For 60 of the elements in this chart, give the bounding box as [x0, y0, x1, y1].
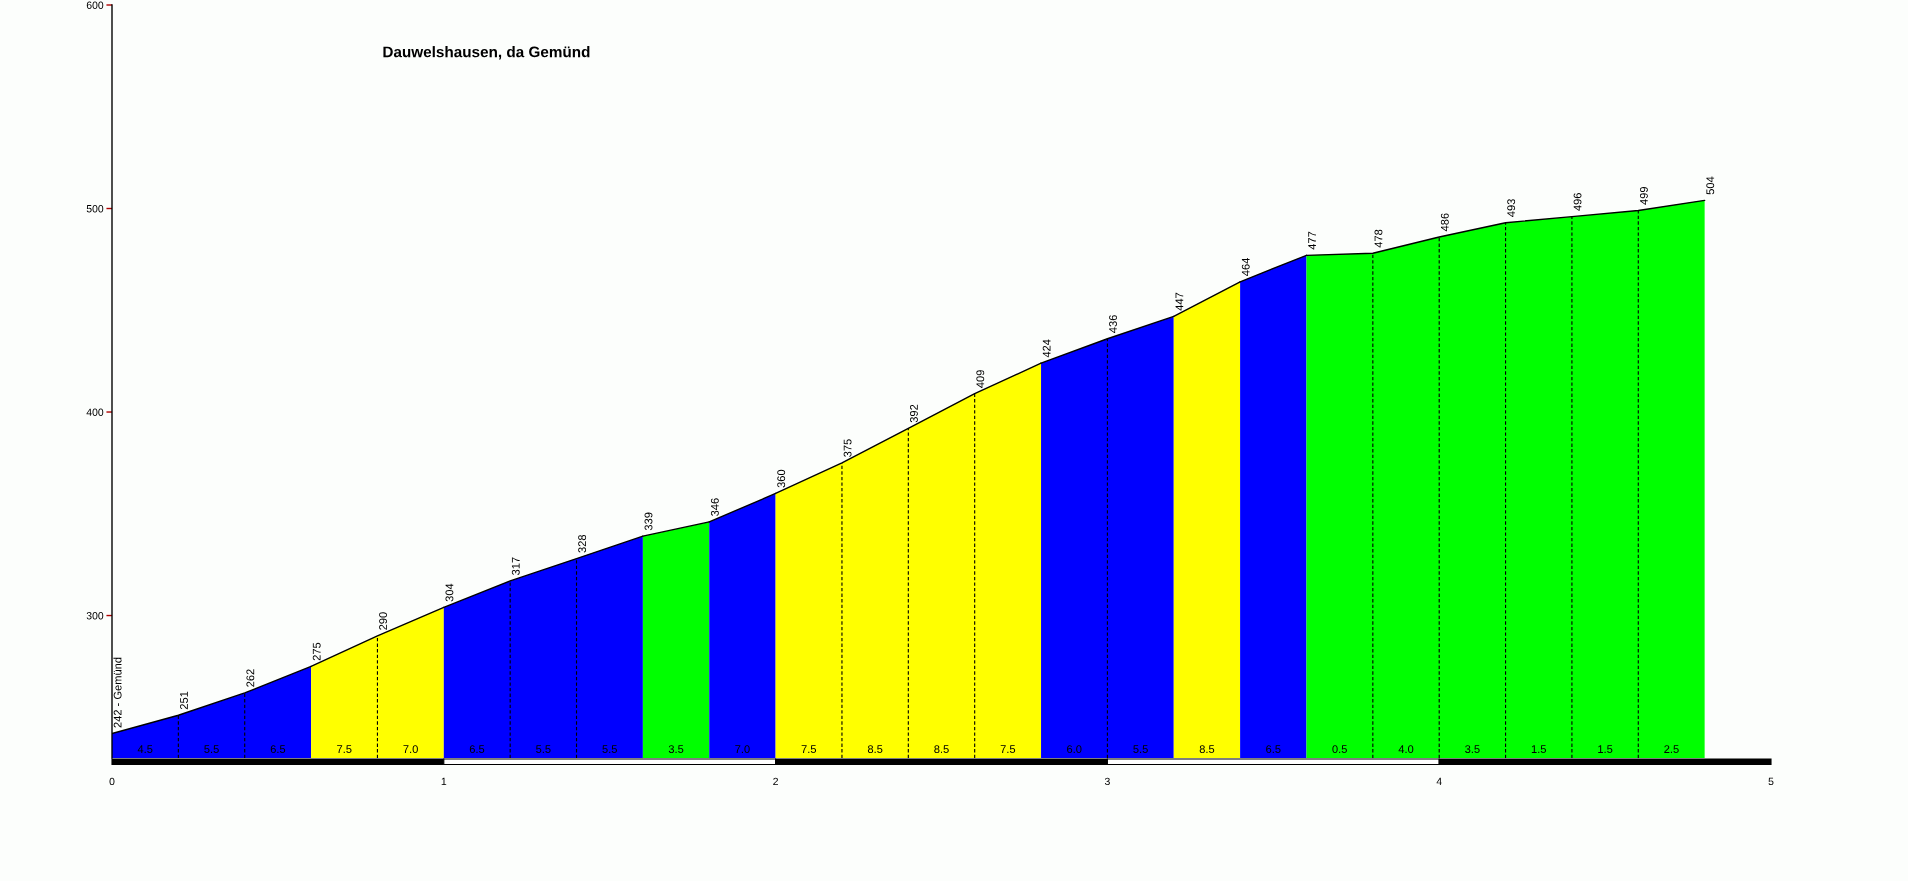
annotation: 6.5 — [270, 745, 286, 754]
annotation: 8.5 — [1199, 745, 1215, 754]
x-tick-label: 3 — [1104, 777, 1110, 786]
text: Dauwelshausen, da Gemünd — [383, 46, 590, 60]
data-label: 477 — [1308, 231, 1316, 250]
annotation: 5.5 — [602, 745, 617, 754]
annotation: 7.5 — [1000, 745, 1016, 754]
y-tick-label: 600 — [86, 1, 104, 9]
data-label: 409 — [976, 370, 985, 388]
x-tick-label: 1 — [441, 777, 447, 785]
annotation: 7.0 — [403, 745, 418, 754]
annotation: 7.5 — [801, 745, 817, 754]
annotation: 5.5 — [204, 745, 219, 754]
data-label: 424 — [1042, 339, 1051, 358]
y-tick-label: 500 — [86, 205, 104, 213]
data-label: 486 — [1440, 213, 1449, 232]
x-tick-label: 4 — [1436, 777, 1442, 785]
data-label: 499 — [1639, 186, 1648, 205]
data-label: 504 — [1706, 176, 1715, 195]
data-label: 262 — [246, 669, 255, 687]
annotation: 5.5 — [1133, 745, 1148, 754]
annotation: 2.5 — [1664, 745, 1679, 754]
data-label: 447 — [1175, 292, 1184, 311]
y-tick-label: 300 — [86, 612, 104, 620]
annotation: 4.5 — [137, 745, 153, 754]
annotation: 8.5 — [934, 745, 949, 754]
data-label: 304 — [445, 583, 454, 602]
x-tick-label: 2 — [773, 777, 778, 785]
annotation: 6.0 — [1067, 745, 1082, 754]
annotation: 8.5 — [867, 745, 883, 754]
annotation: 0.5 — [1332, 745, 1347, 754]
data-label: 275 — [312, 642, 321, 661]
annotation: 5.5 — [536, 745, 551, 754]
annotation: 6.5 — [1266, 745, 1281, 754]
x-tick-label: 0 — [109, 777, 115, 786]
annotation: 4.0 — [1398, 745, 1414, 754]
data-label: 375 — [843, 439, 852, 457]
annotation: 7.5 — [337, 745, 352, 754]
data-label: 317 — [511, 557, 520, 575]
data-label: 496 — [1573, 193, 1582, 211]
data-label: 493 — [1507, 199, 1516, 217]
data-label: 360 — [777, 469, 786, 488]
y-tick-label: 400 — [86, 408, 104, 416]
data-label: 328 — [578, 534, 587, 553]
annotation: 7.0 — [735, 745, 750, 754]
annotation: 6.5 — [469, 745, 485, 754]
annotation: 1.5 — [1598, 745, 1613, 754]
data-label: 436 — [1109, 315, 1117, 333]
annotation: 1.5 — [1531, 745, 1546, 754]
data-label: 242 - Gemünd — [113, 657, 122, 728]
data-label: 290 — [379, 612, 387, 630]
annotation: 3.5 — [1465, 745, 1480, 754]
data-label: 464 — [1241, 258, 1250, 276]
x-tick-label: 5 — [1768, 777, 1774, 786]
data-label: 392 — [910, 404, 918, 423]
data-label: 478 — [1374, 229, 1383, 248]
annotation: 3.5 — [668, 745, 684, 754]
data-label: 339 — [644, 512, 653, 531]
data-label: 346 — [710, 498, 719, 516]
data-label: 251 — [180, 691, 188, 710]
